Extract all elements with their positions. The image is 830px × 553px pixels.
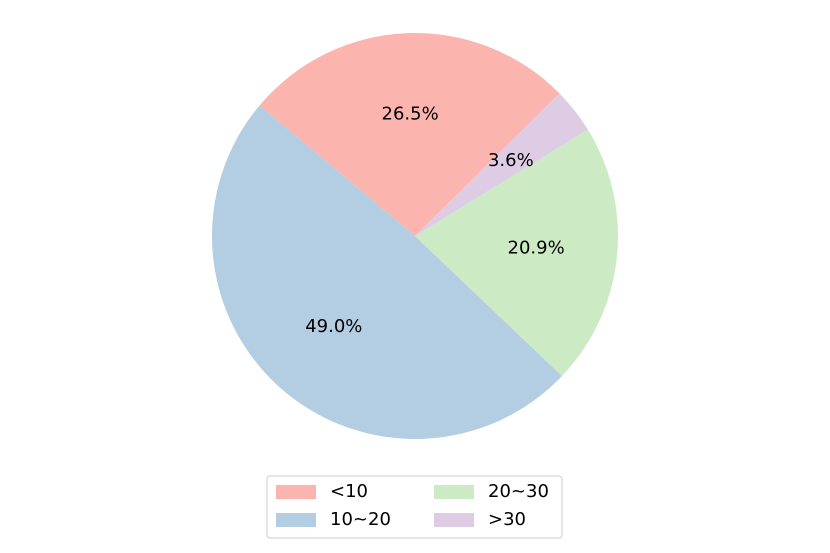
legend-swatch: [276, 485, 316, 499]
legend-label: >30: [488, 509, 526, 530]
legend-label: 10~20: [330, 509, 391, 530]
legend-swatch: [276, 513, 316, 527]
legend-label: 20~30: [488, 481, 549, 502]
legend-swatch: [434, 513, 474, 527]
legend-label: <10: [330, 481, 368, 502]
pie-slice: [415, 93, 588, 237]
pie-slice: [259, 33, 560, 236]
pie-slice: [212, 105, 563, 439]
slice-label: 20.9%: [508, 238, 565, 259]
legend-swatch: [434, 485, 474, 499]
slice-label: 49.0%: [305, 316, 362, 337]
slice-label: 3.6%: [488, 150, 534, 171]
slice-label: 26.5%: [382, 103, 439, 124]
legend-box: [266, 475, 563, 539]
pie-slice: [415, 129, 618, 376]
